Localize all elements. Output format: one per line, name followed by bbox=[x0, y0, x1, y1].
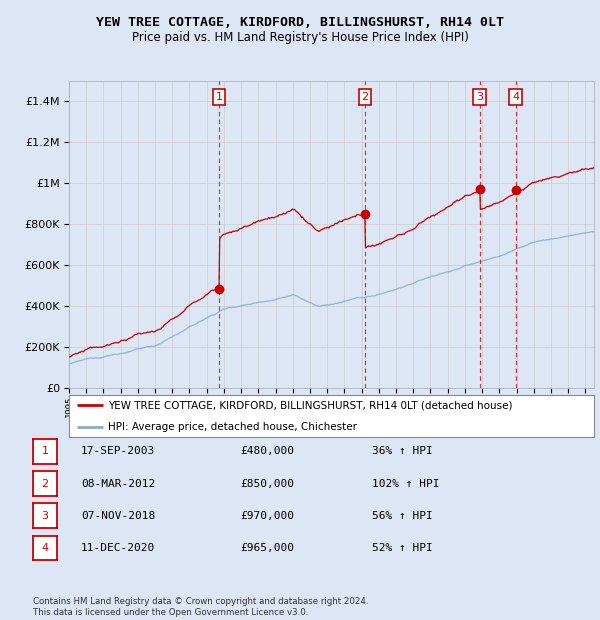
Text: Price paid vs. HM Land Registry's House Price Index (HPI): Price paid vs. HM Land Registry's House … bbox=[131, 31, 469, 44]
Text: 11-DEC-2020: 11-DEC-2020 bbox=[81, 543, 155, 553]
Text: 4: 4 bbox=[512, 92, 519, 102]
Text: 3: 3 bbox=[476, 92, 483, 102]
Text: 2: 2 bbox=[41, 479, 49, 489]
Text: 36% ↑ HPI: 36% ↑ HPI bbox=[372, 446, 433, 456]
Text: 1: 1 bbox=[41, 446, 49, 456]
Text: 4: 4 bbox=[41, 543, 49, 553]
Text: 56% ↑ HPI: 56% ↑ HPI bbox=[372, 511, 433, 521]
Text: 08-MAR-2012: 08-MAR-2012 bbox=[81, 479, 155, 489]
Text: £850,000: £850,000 bbox=[240, 479, 294, 489]
Text: 1: 1 bbox=[215, 92, 223, 102]
Text: £480,000: £480,000 bbox=[240, 446, 294, 456]
Text: Contains HM Land Registry data © Crown copyright and database right 2024.
This d: Contains HM Land Registry data © Crown c… bbox=[33, 598, 368, 617]
Text: £965,000: £965,000 bbox=[240, 543, 294, 553]
Text: 102% ↑ HPI: 102% ↑ HPI bbox=[372, 479, 439, 489]
Text: YEW TREE COTTAGE, KIRDFORD, BILLINGSHURST, RH14 0LT: YEW TREE COTTAGE, KIRDFORD, BILLINGSHURS… bbox=[96, 16, 504, 29]
Text: £970,000: £970,000 bbox=[240, 511, 294, 521]
Text: 3: 3 bbox=[41, 511, 49, 521]
Text: 52% ↑ HPI: 52% ↑ HPI bbox=[372, 543, 433, 553]
Text: 17-SEP-2003: 17-SEP-2003 bbox=[81, 446, 155, 456]
Text: HPI: Average price, detached house, Chichester: HPI: Average price, detached house, Chic… bbox=[109, 422, 358, 432]
Text: 07-NOV-2018: 07-NOV-2018 bbox=[81, 511, 155, 521]
Text: YEW TREE COTTAGE, KIRDFORD, BILLINGSHURST, RH14 0LT (detached house): YEW TREE COTTAGE, KIRDFORD, BILLINGSHURS… bbox=[109, 401, 513, 410]
Text: 2: 2 bbox=[361, 92, 368, 102]
